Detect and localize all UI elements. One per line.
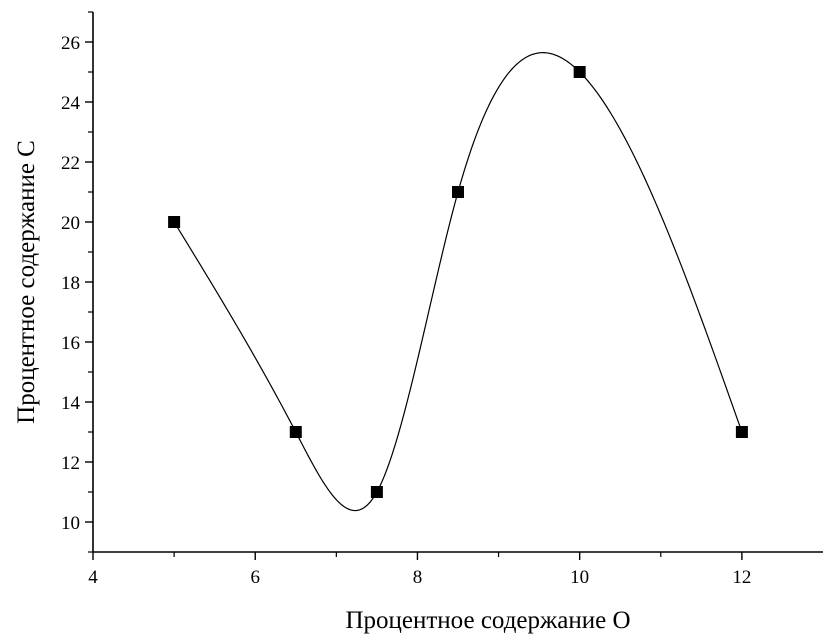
- x-tick-label: 12: [732, 567, 751, 588]
- y-tick-label: 10: [61, 513, 80, 534]
- data-point-marker: [168, 216, 181, 228]
- x-tick-label: 8: [413, 567, 423, 588]
- y-tick-label: 20: [61, 213, 80, 234]
- fit-curve: [173, 52, 743, 512]
- data-point-marker: [452, 186, 464, 198]
- data-point-marker: [735, 426, 748, 438]
- y-ticks: 10 12 14 16 18 20 22 24 26: [61, 11, 93, 553]
- y-axis-title: Процентное содержание C: [13, 140, 40, 424]
- y-tick-label: 24: [61, 93, 81, 114]
- y-tick-label: 16: [61, 333, 80, 354]
- data-point-marker: [370, 486, 383, 498]
- data-point-marker: [573, 66, 586, 78]
- axes: [92, 12, 823, 553]
- x-tick-label: 10: [570, 567, 589, 588]
- x-ticks: 4 6 8 10 12: [88, 552, 751, 588]
- x-tick-label: 4: [88, 567, 98, 588]
- x-axis-title: Процентное содержание O: [345, 607, 630, 634]
- y-tick-label: 14: [61, 393, 81, 414]
- data-markers: [168, 66, 748, 498]
- y-tick-label: 22: [61, 153, 80, 174]
- y-tick-label: 26: [61, 33, 80, 54]
- y-tick-label: 18: [61, 273, 80, 294]
- y-tick-label: 12: [61, 453, 80, 474]
- x-tick-label: 6: [250, 567, 260, 588]
- data-point-marker: [289, 426, 302, 438]
